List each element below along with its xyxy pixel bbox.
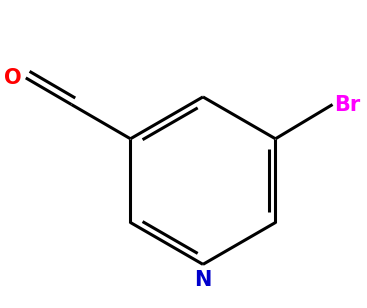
- Text: Br: Br: [334, 95, 361, 115]
- Text: N: N: [194, 270, 212, 290]
- Text: O: O: [4, 68, 22, 88]
